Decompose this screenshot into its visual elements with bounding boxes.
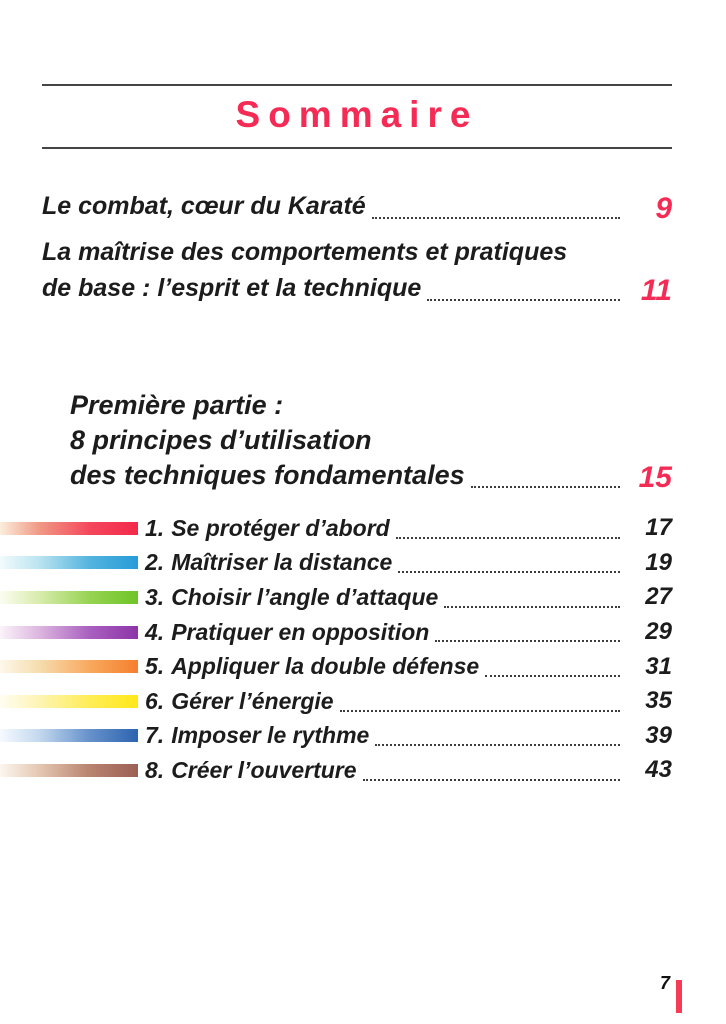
dot-leader xyxy=(375,744,620,747)
chapter-item: 2. Maîtriser la distance 19 xyxy=(0,546,672,581)
toc-entry-title: de base : l’esprit et la technique xyxy=(42,274,422,302)
toc-entry-title: Le combat, cœur du Karaté xyxy=(42,192,366,220)
part-heading-line: des techniques fondamentales xyxy=(70,460,465,490)
dot-leader xyxy=(339,709,620,712)
toc-entry-title: La maîtrise des comportements et pratiqu… xyxy=(42,238,568,266)
part-heading-line: 8 principes d’utilisation xyxy=(70,425,372,455)
dot-leader xyxy=(485,674,620,677)
chapter-number: 2. xyxy=(145,549,165,576)
top-rule xyxy=(42,84,672,86)
chapter-page-number: 29 xyxy=(645,618,672,646)
chapter-item: 6. Gérer l’énergie 35 xyxy=(0,684,672,719)
chapter-title: Gérer l’énergie xyxy=(171,687,334,714)
chapter-number: 4. xyxy=(145,618,165,645)
dot-leader xyxy=(435,640,620,643)
footer-page-number: 7 xyxy=(659,973,670,993)
dot-leader xyxy=(371,217,620,219)
chapter-title: Se protéger d’abord xyxy=(171,514,390,541)
toc-entry: Le combat, cœur du Karaté 9 xyxy=(42,188,672,224)
chapter-number: 8. xyxy=(145,756,165,783)
chapter-item: 5. Appliquer la double défense 31 xyxy=(0,649,672,684)
chapter-color-bar xyxy=(0,521,138,535)
dot-leader xyxy=(362,778,620,781)
chapter-number: 1. xyxy=(145,514,165,541)
chapter-number: 3. xyxy=(145,583,165,610)
chapter-title: Maîtriser la distance xyxy=(171,549,393,576)
bottom-rule xyxy=(42,147,672,149)
dot-leader xyxy=(470,486,620,488)
part-page-number: 15 xyxy=(638,461,672,494)
chapter-item: 3. Choisir l’angle d’attaque 27 xyxy=(0,580,672,615)
chapter-color-bar xyxy=(0,763,138,777)
chapter-color-bar xyxy=(0,625,138,639)
chapter-page-number: 17 xyxy=(645,514,672,542)
chapter-title: Créer l’ouverture xyxy=(171,756,357,783)
dot-leader xyxy=(398,571,620,574)
chapter-page-number: 39 xyxy=(645,721,672,749)
chapter-title: Choisir l’angle d’attaque xyxy=(171,583,439,610)
chapter-page-number: 43 xyxy=(645,756,672,784)
chapter-page-number: 35 xyxy=(645,687,672,715)
chapter-color-bar xyxy=(0,660,138,674)
chapter-title: Appliquer la double défense xyxy=(171,653,480,680)
chapter-page-number: 31 xyxy=(645,652,672,680)
dot-leader xyxy=(444,605,620,608)
footer-red-bar xyxy=(676,980,682,1013)
toc-entry: La maîtrise des comportements et pratiqu… xyxy=(42,234,672,306)
dot-leader xyxy=(427,299,620,301)
chapter-title: Imposer le rythme xyxy=(171,722,370,749)
chapter-item: 1. Se protéger d’abord 17 xyxy=(0,511,672,546)
chapter-number: 6. xyxy=(145,687,165,714)
toc-entry-page-number: 9 xyxy=(655,192,672,225)
part-heading: Première partie : 8 principes d’utilisat… xyxy=(70,388,672,493)
chapter-item: 7. Imposer le rythme 39 xyxy=(0,719,672,754)
chapter-title: Pratiquer en opposition xyxy=(171,618,430,645)
chapter-item: 4. Pratiquer en opposition 29 xyxy=(0,615,672,650)
chapter-page-number: 27 xyxy=(645,583,672,611)
chapter-number: 7. xyxy=(145,722,165,749)
chapter-list: 1. Se protéger d’abord 17 2. Maîtriser l… xyxy=(0,511,672,788)
part-heading-line: Première partie : xyxy=(70,390,284,420)
dot-leader xyxy=(395,536,620,539)
chapter-item: 8. Créer l’ouverture 43 xyxy=(0,753,672,788)
chapter-number: 5. xyxy=(145,653,165,680)
chapter-color-bar xyxy=(0,694,138,708)
page-title: Sommaire xyxy=(235,94,479,135)
chapter-color-bar xyxy=(0,729,138,743)
chapter-color-bar xyxy=(0,556,138,570)
toc-entry-page-number: 11 xyxy=(640,274,672,307)
chapter-page-number: 19 xyxy=(645,548,672,576)
chapter-color-bar xyxy=(0,590,138,604)
